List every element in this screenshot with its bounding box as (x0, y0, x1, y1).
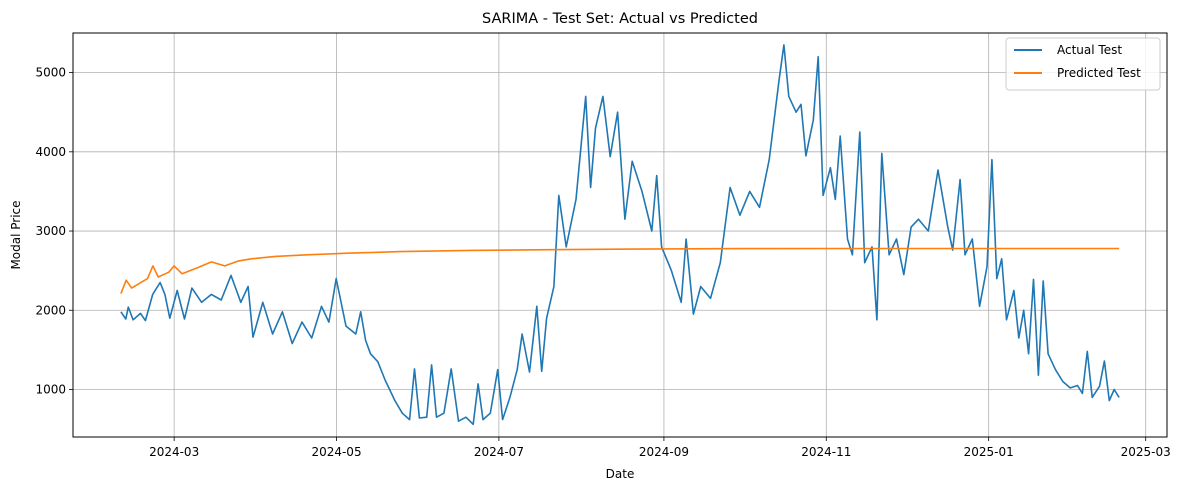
x-tick-label: 2024-09 (639, 445, 689, 459)
y-tick-label: 1000 (35, 382, 66, 396)
legend: Actual Test Predicted Test (1005, 37, 1161, 91)
x-tick-label: 2024-03 (149, 445, 199, 459)
y-tick-label: 4000 (35, 145, 66, 159)
x-tick-label: 2025-03 (1121, 445, 1171, 459)
y-axis-label: Modal Price (9, 200, 23, 269)
ticks: 2024-03 2024-05 2024-07 2024-09 2024-11 2025-… (35, 66, 1170, 459)
chart-title: SARIMA - Test Set: Actual vs Predicted (482, 11, 758, 27)
plot-frame (72, 32, 1168, 438)
series-line-actual (120, 44, 1120, 426)
legend-box (1005, 37, 1161, 91)
x-tick-label: 2024-11 (801, 445, 851, 459)
y-tick-label: 3000 (35, 224, 66, 238)
legend-label-actual: Actual Test (1057, 43, 1122, 57)
y-tick-label: 5000 (35, 66, 66, 80)
x-tick-label: 2024-05 (311, 445, 361, 459)
x-tick-label: 2024-07 (474, 445, 524, 459)
x-tick-label: 2025-01 (964, 445, 1014, 459)
legend-label-predicted: Predicted Test (1057, 66, 1141, 80)
series-line-predicted (120, 247, 1120, 294)
x-axis-label: Date (606, 467, 635, 481)
y-tick-label: 2000 (35, 303, 66, 317)
series-layer (120, 44, 1120, 426)
